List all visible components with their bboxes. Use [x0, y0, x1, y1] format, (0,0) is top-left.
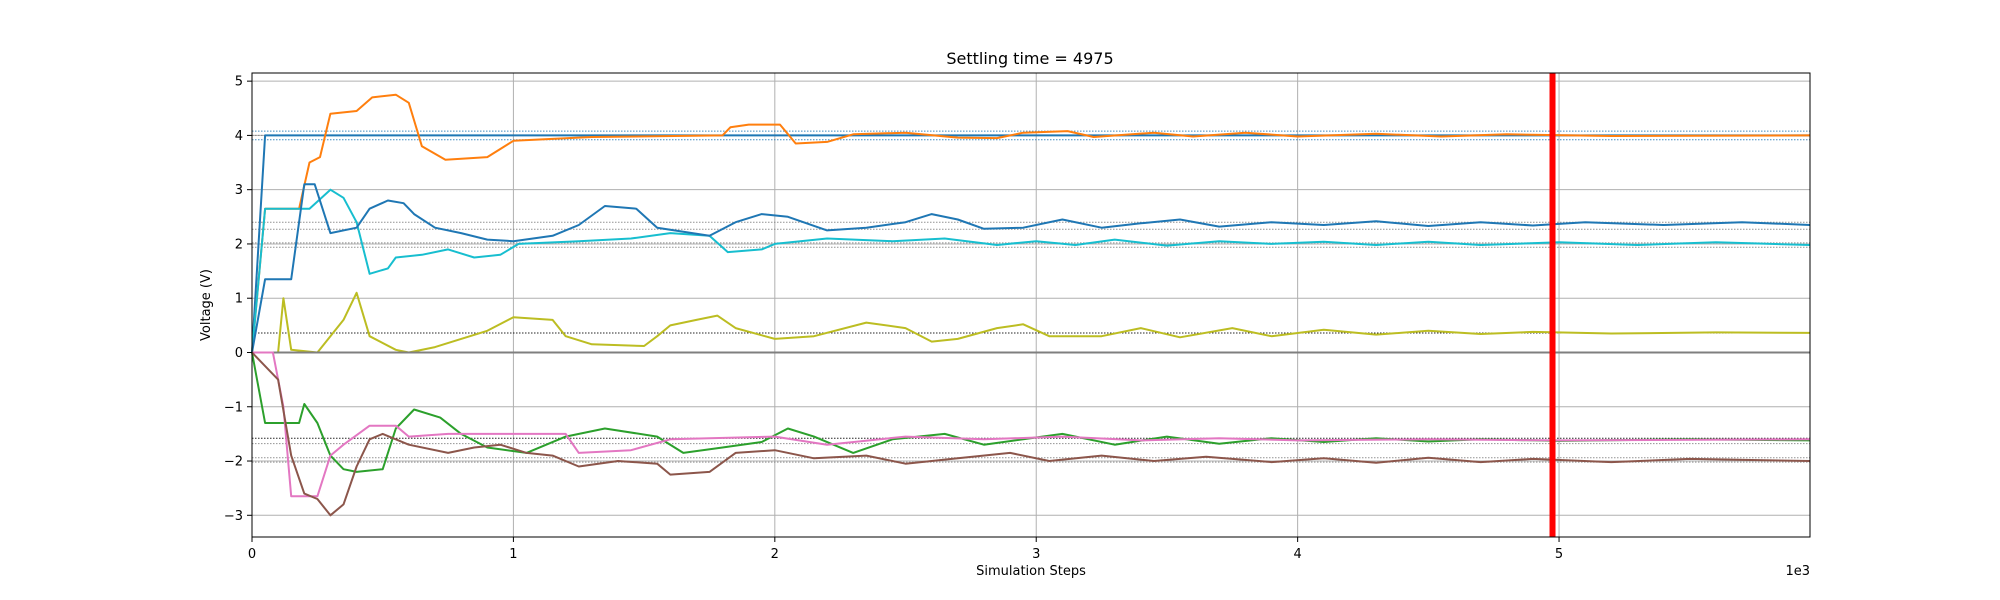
x-tick-label: 5	[1555, 547, 1563, 562]
x-tick-label: 0	[248, 547, 256, 562]
y-tick-label: −3	[224, 509, 243, 524]
y-axis-label: Voltage (V)	[199, 269, 214, 341]
series-lines	[251, 93, 1811, 517]
y-tick-label: 5	[235, 75, 243, 90]
y-tick-label: 1	[235, 292, 243, 307]
series-line	[252, 291, 1811, 354]
x-axis-label: Simulation Steps	[976, 564, 1086, 579]
y-tick-label: 4	[235, 129, 243, 144]
x-tick-label: 2	[771, 547, 779, 562]
ticks: 0 1 2 3 4 5 −3 −2 −1 0 1 2 3 4 5	[224, 75, 1563, 562]
y-tick-label: 2	[235, 237, 243, 252]
y-tick-label: −2	[224, 455, 243, 470]
series-line	[251, 183, 1811, 353]
y-tick-label: 0	[235, 346, 243, 361]
y-tick-label: 3	[235, 183, 243, 198]
series-line	[251, 188, 1811, 353]
x-tick-label: 1	[509, 547, 517, 562]
chart-title: Settling time = 4975	[946, 49, 1113, 68]
x-tick-label: 3	[1032, 547, 1040, 562]
series-line	[252, 351, 1811, 498]
x-tick-label: 4	[1293, 547, 1301, 562]
series-line	[251, 93, 1811, 353]
plot-frame	[251, 72, 1811, 538]
x-axis-offset-label: 1e3	[1785, 564, 1810, 579]
y-tick-label: −1	[224, 400, 243, 415]
series-line	[251, 351, 1811, 517]
